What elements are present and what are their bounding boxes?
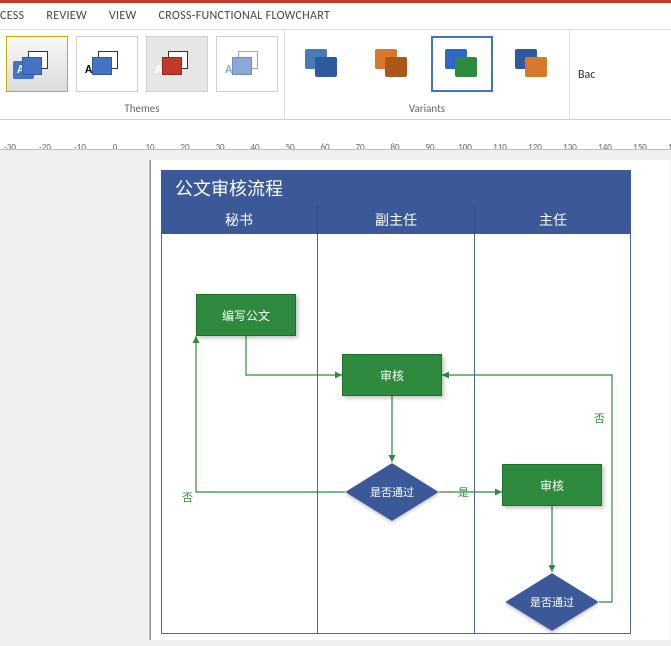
decision-label: 是否通过 (345, 462, 439, 522)
ruler-tick: 40 (250, 142, 259, 150)
variants-group-label: Variants (409, 102, 445, 117)
ruler-tick: 50 (285, 142, 294, 150)
ribbon-group-themes: Aa Aa Aa Aa Themes (0, 30, 285, 119)
theme-option-3[interactable]: Aa (146, 36, 208, 92)
variant-swatch-icon (445, 49, 479, 79)
theme-option-4[interactable]: Aa (216, 36, 278, 92)
edge-label-yes-1: 是 (458, 484, 469, 500)
ruler-tick: 80 (390, 142, 399, 150)
theme-option-2[interactable]: Aa (76, 36, 138, 92)
ruler-tick: 90 (425, 142, 434, 150)
ruler-tick: 20 (180, 142, 189, 150)
ruler-tick: 100 (458, 142, 472, 150)
variant-option-2[interactable] (361, 36, 423, 92)
decision-label: 是否通过 (505, 572, 599, 632)
canvas-area[interactable]: 公文审核流程 秘书 副主任 主任 (0, 150, 671, 646)
variant-option-4[interactable] (501, 36, 563, 92)
lane-header-1[interactable]: 秘书 (161, 206, 317, 234)
variant-swatch-icon (515, 49, 549, 79)
flowchart-title[interactable]: 公文审核流程 (161, 170, 631, 206)
themes-group-label: Themes (124, 102, 159, 117)
tab-view[interactable]: VIEW (109, 9, 137, 23)
variant-swatch-icon (305, 49, 339, 79)
decision-pass-deputy[interactable]: 是否通过 (345, 462, 439, 522)
backgrounds-label-partial[interactable]: Bac (570, 68, 595, 82)
drawing-page[interactable]: 公文审核流程 秘书 副主任 主任 (150, 160, 670, 640)
ruler-tick: 60 (320, 142, 329, 150)
process-review-director[interactable]: 审核 (502, 464, 602, 506)
ruler-tick: 70 (355, 142, 364, 150)
ruler-tick: 130 (563, 142, 577, 150)
ruler-tick: -30 (4, 142, 16, 150)
decision-pass-director[interactable]: 是否通过 (505, 572, 599, 632)
edge-label-no-1: 否 (182, 489, 193, 505)
variant-swatch-icon (375, 49, 409, 79)
ruler-tick: 120 (528, 142, 542, 150)
ruler-tick: 10 (145, 142, 154, 150)
ruler-tick: -20 (39, 142, 51, 150)
swimlane-headers: 秘书 副主任 主任 (161, 206, 631, 234)
tab-review[interactable]: REVIEW (46, 9, 87, 23)
lane-header-2[interactable]: 副主任 (317, 206, 474, 234)
process-review-deputy[interactable]: 审核 (342, 354, 442, 396)
variant-option-1[interactable] (291, 36, 353, 92)
ruler-tick: 140 (598, 142, 612, 150)
ruler-tick: 30 (215, 142, 224, 150)
edge-label-no-2: 否 (594, 410, 605, 426)
theme-swatch-icon (92, 51, 122, 77)
ruler-tick: 110 (493, 142, 507, 150)
ruler-tick: 150 (633, 142, 647, 150)
theme-swatch-icon (22, 51, 52, 77)
theme-option-1[interactable]: Aa (6, 36, 68, 92)
theme-swatch-icon (162, 51, 192, 77)
tab-cross-functional-flowchart[interactable]: CROSS-FUNCTIONAL FLOWCHART (159, 9, 331, 23)
process-compose-document[interactable]: 编写公文 (196, 294, 296, 336)
horizontal-ruler: -30 -20 -10 0 10 20 30 40 50 60 70 80 90 100 110 120 130… (0, 130, 671, 150)
ribbon: Aa Aa Aa Aa Themes Variants Bac (0, 30, 671, 120)
ruler-tick: -10 (74, 142, 86, 150)
lane-header-3[interactable]: 主任 (474, 206, 631, 234)
theme-swatch-icon (232, 51, 262, 77)
ribbon-tabs: CESS REVIEW VIEW CROSS-FUNCTIONAL FLOWCH… (0, 3, 671, 30)
tab-process[interactable]: CESS (0, 9, 24, 23)
ribbon-group-variants: Variants (285, 30, 570, 119)
lane-2[interactable] (317, 234, 473, 633)
variant-option-3[interactable] (431, 36, 493, 92)
ruler-tick: 0 (113, 142, 118, 150)
swimlane-body[interactable]: 编写公文 审核 是否通过 审核 是否通过 否 是 否 (161, 234, 631, 634)
